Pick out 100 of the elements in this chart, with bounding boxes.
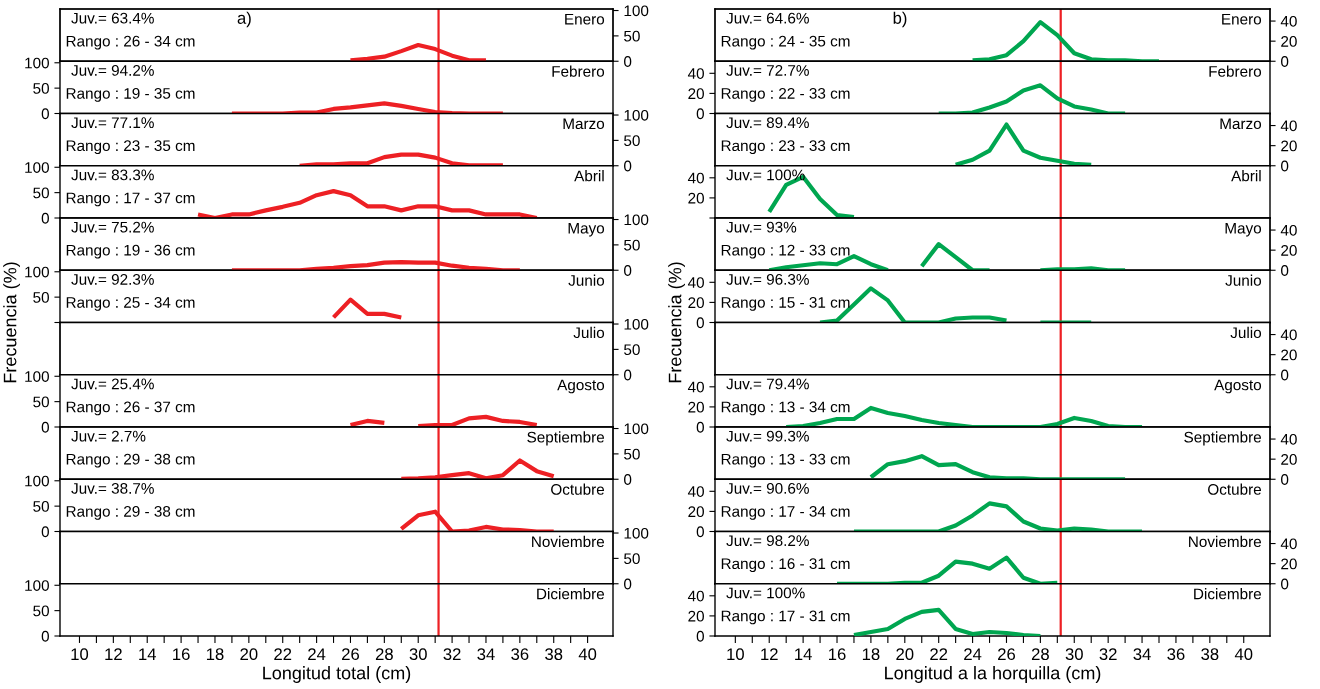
y2-tick-label: 50: [624, 344, 640, 356]
y-axis-title: Frecuencia (%): [3, 262, 20, 383]
y2-tick-label: 0: [1281, 474, 1289, 485]
y-tick-label: 20: [688, 88, 704, 100]
annotation: Juv.= 64.6%: [726, 12, 809, 24]
annotation: Rango : 26 - 37 cm: [66, 401, 195, 416]
chart-title: Marzo: [563, 118, 605, 130]
y-tick-label: 0: [41, 630, 49, 642]
chart-title: Mayo: [568, 222, 605, 237]
line-series: [970, 19, 1162, 62]
x-tick-label: 10: [727, 648, 744, 661]
x-tick-label: 34: [1133, 648, 1151, 661]
y2-tick-label: 100: [624, 318, 649, 330]
annotation: Rango : 26 - 34 cm: [66, 35, 195, 50]
chart-title: Octubre: [1208, 483, 1261, 495]
y2-tick-label: 0: [624, 265, 632, 276]
chart-title: Febrero: [552, 65, 605, 77]
y-tick-label: 50: [33, 292, 49, 303]
y-tick-label: 100: [25, 162, 49, 173]
y-tick-label: 20: [688, 401, 704, 413]
annotation: Juv.= 100%: [726, 587, 805, 599]
x-tick-label: 18: [862, 648, 880, 661]
y2-tick-label: 50: [624, 30, 640, 42]
y-tick-label: 0: [696, 630, 704, 642]
y2-tick-label: 40: [1280, 15, 1297, 27]
y2-tick-label: 0: [1281, 265, 1289, 276]
line-series: [868, 454, 1128, 480]
y2-tick-label: 0: [624, 56, 632, 67]
annotation: Rango : 23 - 35 cm: [66, 140, 195, 155]
y2-tick-label: 0: [624, 474, 632, 485]
y-tick-label: 40: [687, 277, 704, 288]
y2-tick-label: 20: [1281, 558, 1297, 570]
chart-title: Abril: [1231, 170, 1261, 182]
x-tick-label: 22: [930, 648, 948, 660]
x-axis-title: Longitud a la horquilla (cm): [885, 666, 1101, 683]
y-tick-label: 50: [33, 83, 49, 94]
y2-tick-label: 40: [1280, 538, 1297, 550]
y2-tick-label: 20: [1281, 140, 1297, 152]
annotation: Juv.= 2.7%: [71, 430, 146, 442]
x-tick-label: 18: [206, 648, 224, 661]
y2-tick-label: 50: [624, 448, 640, 460]
x-tick-label: 24: [964, 648, 982, 660]
x-tick-label: 24: [308, 648, 326, 660]
y-tick-label: 0: [696, 421, 704, 433]
y2-tick-label: 100: [624, 423, 649, 435]
annotation: Rango : 17 - 37 cm: [66, 192, 195, 207]
annotation: Rango : 24 - 35 cm: [721, 35, 850, 50]
y-tick-label: 50: [33, 501, 49, 512]
annotation: Rango : 15 - 31 cm: [721, 296, 850, 311]
annotation: Juv.= 96.3%: [726, 273, 809, 285]
chart-title: Febrero: [1209, 65, 1262, 77]
x-tick-label: 38: [1201, 648, 1219, 661]
x-tick-label: 26: [342, 648, 360, 661]
annotation: Rango : 25 - 34 cm: [66, 296, 195, 311]
y-tick-label: 50: [33, 396, 49, 408]
x-tick-label: 22: [274, 648, 292, 660]
y2-tick-label: 0: [624, 578, 632, 590]
x-axis-title: Longitud total (cm): [263, 666, 411, 683]
x-tick-label: 38: [545, 648, 563, 661]
annotation: Rango : 29 - 38 cm: [66, 505, 195, 520]
annotation: Juv.= 100%: [726, 169, 805, 181]
y-tick-label: 0: [41, 526, 49, 538]
y2-tick-label: 0: [1281, 56, 1289, 67]
y-tick-label: 0: [696, 317, 704, 329]
y-tick-label: 20: [688, 506, 704, 518]
y-axis-title: Frecuencia (%): [668, 262, 685, 383]
y2-tick-label: 0: [1281, 160, 1289, 172]
x-tick-label: 20: [240, 648, 258, 661]
annotation: Juv.= 25.4%: [71, 378, 154, 390]
y2-tick-label: 20: [1281, 349, 1297, 361]
chart-title: Agosto: [557, 379, 605, 394]
annotation: Rango : 23 - 33 cm: [721, 140, 850, 155]
annotation: a): [237, 11, 251, 28]
chart-title: Septiembre: [1184, 431, 1261, 446]
x-tick-label: 14: [795, 648, 812, 660]
chart-title: Julio: [1230, 326, 1262, 339]
annotation: b): [893, 11, 907, 28]
annotation: Rango : 12 - 33 cm: [721, 244, 850, 259]
chart-title: Junio: [1225, 274, 1262, 286]
y2-tick-label: 100: [624, 214, 649, 226]
x-tick-label: 40: [578, 648, 597, 661]
y-tick-label: 40: [687, 172, 704, 184]
chart-title: Marzo: [1220, 118, 1262, 130]
y-tick-label: 40: [687, 486, 704, 497]
annotation: Juv.= 93%: [726, 221, 797, 233]
chart-title: Julio: [573, 326, 605, 339]
x-tick-label: 30: [1065, 648, 1083, 661]
y-tick-label: 100: [25, 371, 49, 382]
x-tick-label: 26: [998, 648, 1016, 661]
y2-tick-label: 100: [624, 527, 649, 539]
y-tick-label: 20: [688, 610, 704, 622]
chart-title: Junio: [568, 274, 605, 286]
y-tick-label: 0: [696, 526, 704, 538]
chart-title: Enero: [1222, 13, 1262, 25]
annotation: Rango : 13 - 34 cm: [721, 401, 850, 416]
y2-tick-label: 50: [624, 553, 640, 565]
annotation: Juv.= 92.3%: [71, 273, 154, 285]
chart-title: Mayo: [1225, 222, 1262, 237]
y-tick-label: 20: [688, 192, 704, 204]
x-tick-label: 10: [71, 648, 89, 661]
